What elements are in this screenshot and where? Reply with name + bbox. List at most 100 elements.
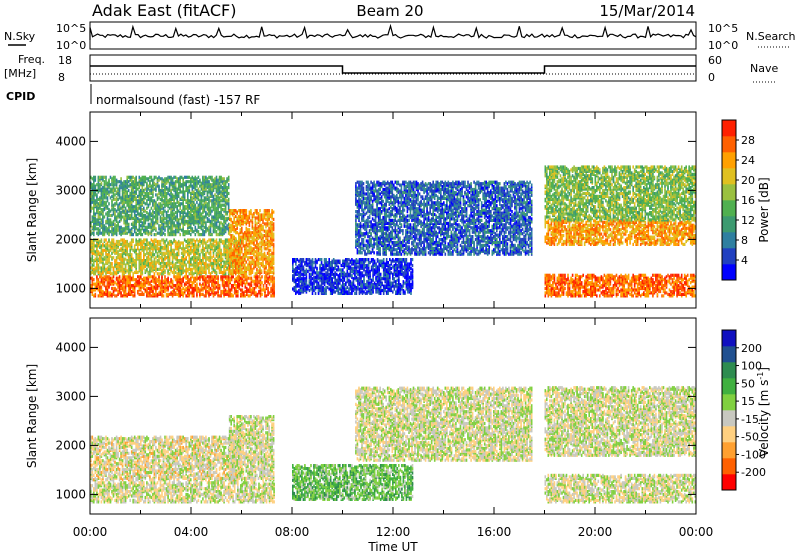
heatmap-cell <box>220 251 222 255</box>
heatmap-cell <box>99 245 101 249</box>
heatmap-cell <box>149 175 151 179</box>
heatmap-cell <box>239 256 242 260</box>
heatmap-cell <box>242 209 245 213</box>
heatmap-cell <box>248 236 251 241</box>
heatmap-cell <box>120 200 122 204</box>
heatmap-cell <box>150 218 153 222</box>
heatmap-cell <box>162 213 165 218</box>
heatmap-cell <box>191 196 194 200</box>
heatmap-cell <box>140 194 142 198</box>
heatmap-cell <box>121 238 124 242</box>
heatmap-cell <box>167 224 169 228</box>
heatmap-cell <box>196 193 198 197</box>
heatmap-cell <box>90 205 92 209</box>
heatmap-cell <box>206 190 209 194</box>
heatmap-cell <box>135 208 137 212</box>
heatmap-cell <box>126 203 128 207</box>
heatmap-cell <box>123 197 125 201</box>
heatmap-cell <box>242 263 245 267</box>
heatmap-cell <box>162 193 165 197</box>
heatmap-cell <box>114 270 116 274</box>
nave-tick-bottom: 0 <box>708 71 715 84</box>
heatmap-cell <box>112 272 115 276</box>
heatmap-cell <box>182 269 184 273</box>
heatmap-cell <box>215 285 218 289</box>
heatmap-cell <box>194 228 197 232</box>
heatmap-cell <box>250 284 253 288</box>
heatmap-cell <box>217 215 219 219</box>
heatmap-cell <box>171 257 174 261</box>
heatmap-cell <box>191 187 194 191</box>
heatmap-cell <box>194 175 197 179</box>
heatmap-cell <box>238 269 240 273</box>
heatmap-cell <box>155 248 157 252</box>
heatmap-cell <box>127 292 130 296</box>
heatmap-cell <box>120 242 122 246</box>
heatmap-cell <box>238 264 240 269</box>
heatmap-cell <box>217 245 219 249</box>
heatmap-cell <box>248 210 251 214</box>
heatmap-cell <box>248 228 251 232</box>
heatmap-cell <box>260 261 263 266</box>
heatmap-cell <box>220 184 222 188</box>
heatmap-cell <box>162 209 165 213</box>
heatmap-cell <box>266 269 269 273</box>
heatmap-cell <box>170 175 172 179</box>
heatmap-cell <box>239 220 242 224</box>
heatmap-cell <box>266 256 269 260</box>
heatmap-cell <box>191 256 194 260</box>
heatmap-cell <box>255 275 257 279</box>
heatmap-cell <box>97 209 100 213</box>
heatmap-cell <box>228 259 231 263</box>
heatmap-cell <box>133 244 136 248</box>
heatmap-cell <box>177 286 180 291</box>
heatmap-cell <box>167 213 169 218</box>
heatmap-cell <box>232 241 234 245</box>
heatmap-cell <box>162 257 165 261</box>
heatmap-cell <box>262 261 264 266</box>
heatmap-cell <box>202 203 204 207</box>
heatmap-cell <box>182 233 184 237</box>
heatmap-cell <box>234 220 237 224</box>
heatmap-cell <box>224 194 227 198</box>
heatmap-cell <box>174 253 177 257</box>
heatmap-cell <box>96 279 98 283</box>
heatmap-cell <box>102 186 104 190</box>
heatmap-cell <box>179 245 181 249</box>
heatmap-cell <box>209 219 212 223</box>
heatmap-cell <box>194 239 197 244</box>
heatmap-cell <box>212 248 215 252</box>
heatmap-cell <box>259 257 261 261</box>
heatmap-cell <box>102 242 104 246</box>
heatmap-cell <box>137 289 139 294</box>
heatmap-cell <box>194 288 197 292</box>
heatmap-cell <box>226 211 228 215</box>
heatmap-cell <box>265 284 268 288</box>
heatmap-cell <box>159 219 162 223</box>
heatmap-cell <box>188 211 191 215</box>
frequency-line <box>90 65 696 74</box>
heatmap-cell <box>143 206 145 210</box>
heatmap-cell <box>132 188 134 193</box>
heatmap-cell <box>265 275 268 279</box>
heatmap-cell <box>217 248 219 252</box>
heatmap-cell <box>241 267 243 271</box>
heatmap-cell <box>102 224 104 228</box>
heatmap-cell <box>111 251 113 255</box>
heatmap-cell <box>127 202 130 206</box>
heatmap-cell <box>143 194 145 198</box>
heatmap-cell <box>97 175 100 179</box>
heatmap-cell <box>168 250 171 254</box>
heatmap-cell <box>161 284 163 288</box>
heatmap-cell <box>171 248 174 252</box>
date-title: 15/Mar/2014 <box>599 2 695 20</box>
heatmap-cell <box>144 225 147 229</box>
heatmap-cell <box>193 242 195 246</box>
heatmap-cell <box>176 264 178 269</box>
heatmap-cell <box>159 288 162 292</box>
heatmap-cell <box>224 216 227 221</box>
heatmap-cell <box>138 222 141 226</box>
heatmap-cell <box>165 251 168 255</box>
heatmap-cell <box>99 260 101 264</box>
heatmap-cell <box>183 275 186 279</box>
